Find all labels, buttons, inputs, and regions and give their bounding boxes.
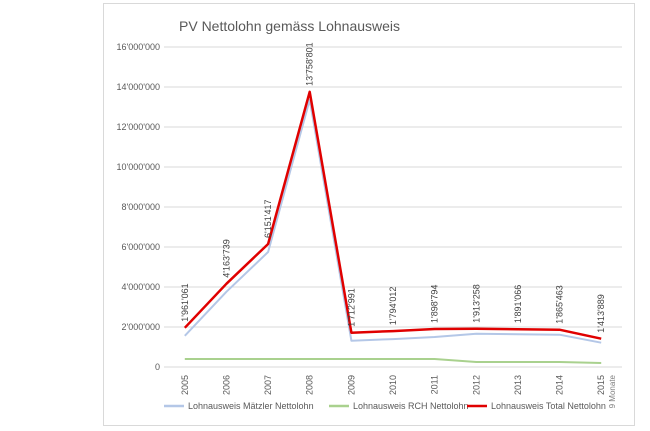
legend: Lohnausweis Mätzler Nettolohn Lohnausweis… <box>164 401 606 411</box>
x-tick-label: 2008 <box>305 375 315 395</box>
x-tick-label: 2012 <box>471 375 481 395</box>
x-tick-label: 2013 <box>513 375 523 395</box>
data-label: 1'961'061 <box>180 283 190 321</box>
series-line <box>184 358 602 364</box>
data-labels: 1'961'061 4'163'739 6'151'417 13'758'801 1'7… <box>180 42 606 332</box>
x-tick-label: 2005 <box>180 375 190 395</box>
x-axis-ticks: 2005 2006 2007 2008 2009 2010 2011 2012 2013 2014… <box>180 374 617 408</box>
y-tick-label: 16'000'000 <box>117 42 160 52</box>
y-tick-label: 8'000'000 <box>122 202 160 212</box>
data-label: 1'865'463 <box>555 285 565 323</box>
x-tick-label: 2011 <box>430 375 440 394</box>
data-label: 1'891'066 <box>513 285 523 323</box>
line-chart: PV Nettolohn gemäss Lohnausweis 0 2'000'0… <box>117 18 622 411</box>
y-tick-label: 0 <box>155 362 160 372</box>
data-label: 6'151'417 <box>263 199 273 237</box>
x-tick-label: 2006 <box>221 375 231 395</box>
y-tick-label: 4'000'000 <box>122 282 160 292</box>
y-axis-ticks: 0 2'000'000 4'000'000 6'000'000 8'000'000 10'… <box>117 42 160 372</box>
y-tick-label: 2'000'000 <box>122 322 160 332</box>
data-label: 1'413'889 <box>596 294 606 332</box>
data-label: 1'712'991 <box>346 288 356 326</box>
legend-label: Lohnausweis Mätzler Nettolohn <box>188 401 314 411</box>
x-tick-label: 2010 <box>388 375 398 395</box>
chart-container: PV Nettolohn gemäss Lohnausweis 0 2'000'0… <box>103 3 635 426</box>
data-label: 1'913'258 <box>471 284 481 322</box>
x-tick-label: 2015 <box>596 375 606 395</box>
gridlines <box>164 46 622 368</box>
series-lines <box>183 90 602 364</box>
x-tick-note: 9 Monate <box>608 374 617 408</box>
data-label: 13'758'801 <box>305 42 315 85</box>
y-tick-label: 6'000'000 <box>122 242 160 252</box>
x-tick-label: 2007 <box>263 375 273 395</box>
x-tick-label: 2009 <box>346 375 356 395</box>
data-label: 4'163'739 <box>221 239 231 277</box>
legend-label: Lohnausweis RCH Nettolohn <box>353 401 469 411</box>
series-line <box>184 98 602 344</box>
series-line <box>183 90 602 340</box>
y-tick-label: 10'000'000 <box>117 162 160 172</box>
legend-label: Lohnausweis Total Nettolohn <box>491 401 606 411</box>
data-label: 1'794'012 <box>388 287 398 325</box>
chart-title: PV Nettolohn gemäss Lohnausweis <box>179 18 400 34</box>
data-label: 1'898'794 <box>430 285 440 323</box>
x-tick-label: 2014 <box>555 375 565 395</box>
y-tick-label: 14'000'000 <box>117 82 160 92</box>
y-tick-label: 12'000'000 <box>117 122 160 132</box>
